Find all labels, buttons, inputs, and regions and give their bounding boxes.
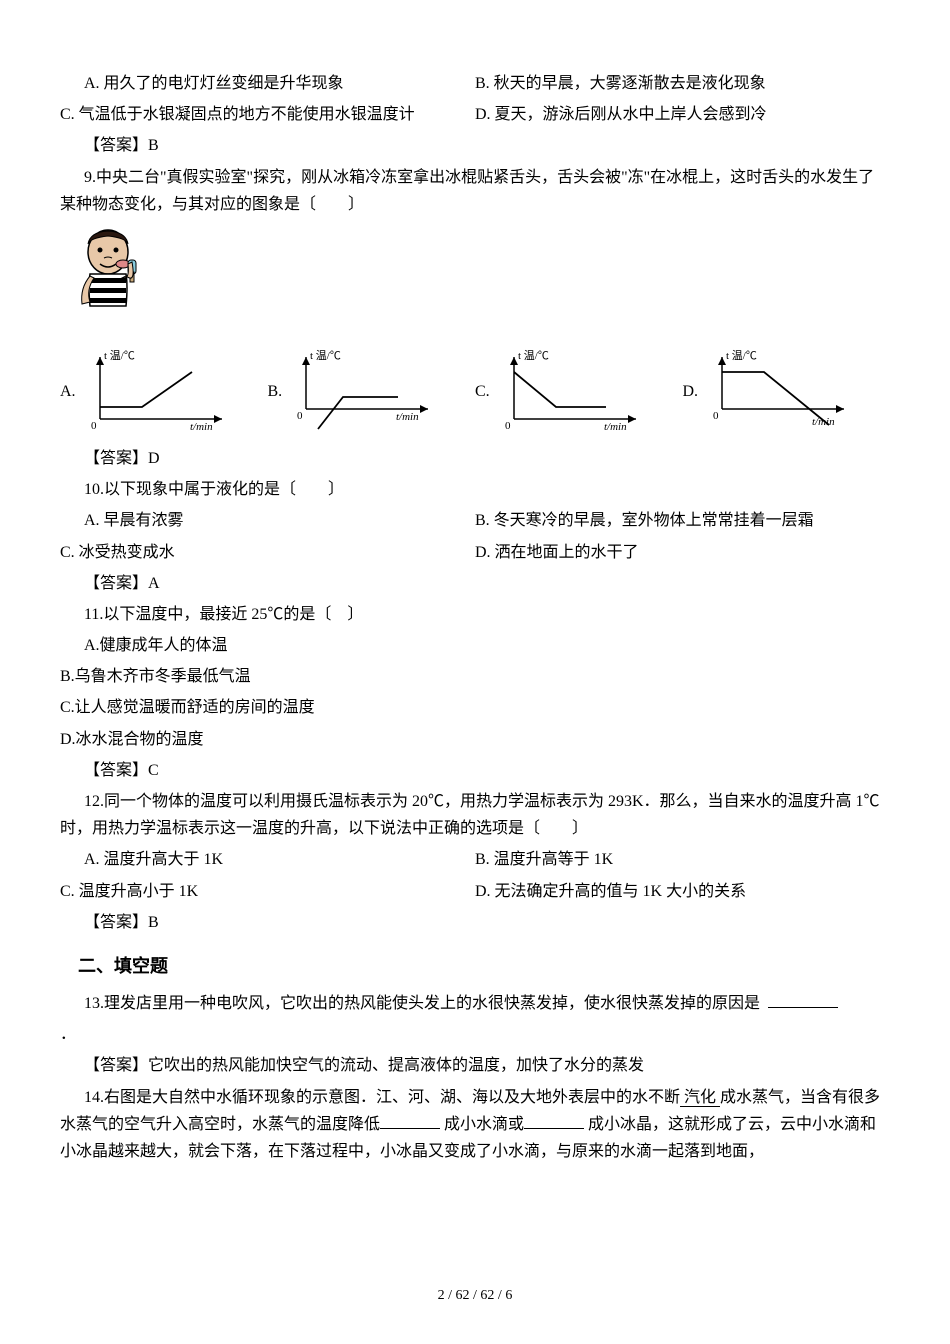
chart-d: D. t 温/℃ 0 t/min bbox=[683, 347, 891, 437]
q14-text-part3: 成小水滴或 bbox=[440, 1116, 524, 1133]
q8-option-c: C. 气温低于水银凝固点的地方不能使用水银温度计 bbox=[60, 101, 475, 128]
q14-blank2 bbox=[380, 1128, 440, 1129]
q12-text: 12.同一个物体的温度可以利用摄氏温标表示为 20℃，用热力学温标表示为 293… bbox=[60, 788, 890, 842]
svg-text:t/min: t/min bbox=[190, 421, 213, 432]
q9-answer: 【答案】D bbox=[60, 445, 890, 472]
svg-text:t 温/℃: t 温/℃ bbox=[518, 349, 549, 362]
q12-option-c: C. 温度升高小于 1K bbox=[60, 878, 475, 905]
svg-text:0: 0 bbox=[297, 410, 303, 422]
q11-text: 11.以下温度中，最接近 25℃的是〔 〕 bbox=[60, 601, 890, 628]
boy-illustration bbox=[70, 226, 890, 331]
q11-option-b: B.乌鲁木齐市冬季最低气温 bbox=[60, 663, 890, 690]
svg-text:t 温/℃: t 温/℃ bbox=[310, 349, 341, 362]
q14-text-part1: 14.右图是大自然中水循环现象的示意图．江、河、湖、海以及大地外表层中的水不断 bbox=[84, 1089, 680, 1106]
q9-text: 9.中央二台"真假实验室"探究，刚从冰箱冷冻室拿出冰棍贴紧舌头，舌头会被"冻"在… bbox=[60, 164, 890, 218]
chart-b-label: B. bbox=[268, 383, 283, 401]
q10-text: 10.以下现象中属于液化的是〔 〕 bbox=[60, 476, 890, 503]
q13-answer: 【答案】它吹出的热风能加快空气的流动、提高液体的温度，加快了水分的蒸发 bbox=[60, 1052, 890, 1079]
q11-option-c: C.让人感觉温暖而舒适的房间的温度 bbox=[60, 694, 890, 721]
q12-answer: 【答案】B bbox=[60, 909, 890, 936]
q11-option-d: D.冰水混合物的温度 bbox=[60, 726, 890, 753]
q10-option-d: D. 洒在地面上的水干了 bbox=[475, 539, 890, 566]
q11-option-a: A.健康成年人的体温 bbox=[60, 632, 890, 659]
q14-text: 14.右图是大自然中水循环现象的示意图．江、河、湖、海以及大地外表层中的水不断汽… bbox=[60, 1084, 890, 1166]
chart-a: A. t 温/℃ 0 t/min bbox=[60, 347, 268, 437]
q13-text-part1: 13.理发店里用一种电吹风，它吹出的热风能使头发上的水很快蒸发掉，使水很快蒸发掉… bbox=[84, 995, 760, 1012]
q12-option-a: A. 温度升高大于 1K bbox=[60, 846, 475, 873]
svg-text:0: 0 bbox=[713, 410, 719, 422]
q13-blank bbox=[768, 1007, 838, 1008]
q8-option-b: B. 秋天的早晨，大雾逐渐散去是液化现象 bbox=[475, 70, 890, 97]
q14-blank1: 汽化 bbox=[680, 1089, 720, 1107]
q8-answer: 【答案】B bbox=[60, 132, 890, 159]
chart-a-label: A. bbox=[60, 383, 76, 401]
svg-text:t 温/℃: t 温/℃ bbox=[104, 349, 135, 362]
q10-answer: 【答案】A bbox=[60, 570, 890, 597]
q13-text: 13.理发店里用一种电吹风，它吹出的热风能使头发上的水很快蒸发掉，使水很快蒸发掉… bbox=[60, 990, 890, 1017]
chart-d-label: D. bbox=[683, 383, 699, 401]
q10-option-a: A. 早晨有浓雾 bbox=[60, 507, 475, 534]
q12-option-b: B. 温度升高等于 1K bbox=[475, 846, 890, 873]
svg-text:0: 0 bbox=[505, 420, 511, 432]
q8-option-d: D. 夏天，游泳后刚从水中上岸人会感到冷 bbox=[475, 101, 890, 128]
page-footer: 2 / 62 / 62 / 6 bbox=[0, 1288, 950, 1304]
q11-answer: 【答案】C bbox=[60, 757, 890, 784]
q10-option-b: B. 冬天寒冷的早晨，室外物体上常常挂着一层霜 bbox=[475, 507, 890, 534]
q8-option-a: A. 用久了的电灯灯丝变细是升华现象 bbox=[60, 70, 475, 97]
svg-text:t/min: t/min bbox=[396, 411, 419, 423]
chart-b: B. t 温/℃ 0 t/min bbox=[268, 347, 476, 437]
q12-option-d: D. 无法确定升高的值与 1K 大小的关系 bbox=[475, 878, 890, 905]
svg-text:t/min: t/min bbox=[812, 416, 835, 428]
svg-text:t/min: t/min bbox=[604, 421, 627, 432]
q13-text-part2: ． bbox=[60, 1021, 890, 1048]
svg-text:0: 0 bbox=[91, 420, 97, 432]
q14-blank3 bbox=[524, 1128, 584, 1129]
chart-c-label: C. bbox=[475, 383, 490, 401]
svg-text:t 温/℃: t 温/℃ bbox=[726, 349, 757, 362]
q10-option-c: C. 冰受热变成水 bbox=[60, 539, 475, 566]
section-2-title: 二、填空题 bbox=[60, 952, 890, 978]
chart-c: C. t 温/℃ 0 t/min bbox=[475, 347, 683, 437]
